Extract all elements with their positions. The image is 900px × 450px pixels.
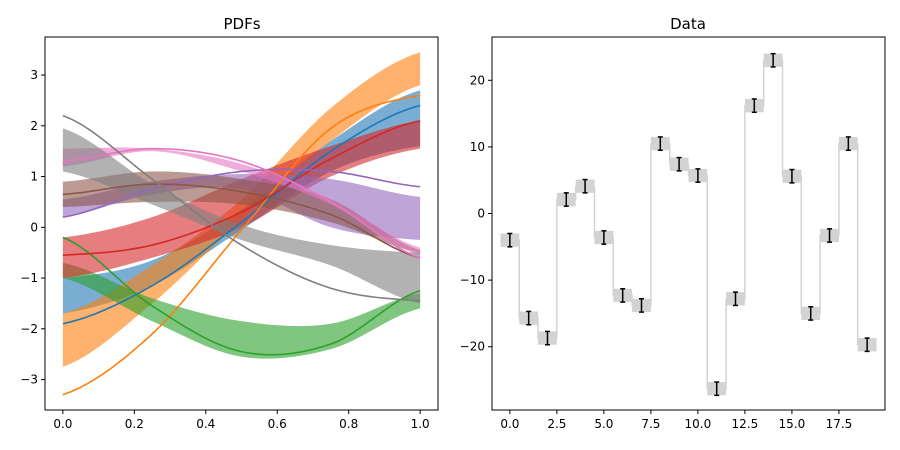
data-panel: Data 0.0 2.5 5.0 7.5 10.0 12.5 15.0 17.5 −20 −10… bbox=[460, 15, 886, 431]
data-y-axis: −20 −10 0 10 20 bbox=[460, 73, 492, 354]
pdfs-plot-area bbox=[62, 52, 421, 396]
data-title: Data bbox=[670, 15, 706, 33]
y-tick-label: 0 bbox=[477, 207, 485, 221]
x-tick-label: 10.0 bbox=[685, 417, 712, 431]
x-tick-label: 17.5 bbox=[826, 417, 853, 431]
y-tick-label: −1 bbox=[20, 271, 38, 285]
y-tick-label: −2 bbox=[20, 322, 38, 336]
y-tick-label: −3 bbox=[20, 373, 38, 387]
pdf-line-6 bbox=[62, 147, 421, 259]
x-tick-label: 5.0 bbox=[594, 417, 613, 431]
y-tick-label: −20 bbox=[460, 340, 485, 354]
data-x-axis: 0.0 2.5 5.0 7.5 10.0 12.5 15.0 17.5 bbox=[500, 410, 852, 431]
y-tick-label: 3 bbox=[30, 68, 38, 82]
x-tick-label: 0.0 bbox=[53, 417, 72, 431]
pdf-line-3 bbox=[62, 119, 421, 257]
y-tick-label: 0 bbox=[30, 220, 38, 234]
data-plot-area bbox=[500, 52, 877, 397]
pdf-band-2 bbox=[62, 262, 421, 359]
x-tick-label: 7.5 bbox=[641, 417, 660, 431]
y-tick-label: 1 bbox=[30, 170, 38, 184]
x-tick-label: 15.0 bbox=[779, 417, 806, 431]
pdf-line-2 bbox=[62, 236, 421, 356]
pdf-line-7 bbox=[62, 114, 421, 302]
pdfs-panel: PDFs 0.0 0.2 0.4 0.6 0.8 1.0 −3 −2 −1 0 1 2 3 bbox=[20, 15, 439, 431]
x-tick-label: 2.5 bbox=[547, 417, 566, 431]
pdf-band-7 bbox=[62, 128, 421, 304]
y-tick-label: 10 bbox=[470, 140, 485, 154]
x-tick-label: 0.2 bbox=[125, 417, 144, 431]
pdfs-title: PDFs bbox=[223, 15, 260, 33]
y-tick-label: −10 bbox=[460, 273, 485, 287]
pdfs-y-axis: −3 −2 −1 0 1 2 3 bbox=[20, 68, 45, 387]
x-tick-label: 0.0 bbox=[500, 417, 519, 431]
x-tick-label: 0.8 bbox=[339, 417, 358, 431]
x-tick-label: 0.4 bbox=[196, 417, 215, 431]
data-axes-frame bbox=[491, 36, 886, 411]
x-tick-label: 1.0 bbox=[411, 417, 430, 431]
x-tick-label: 12.5 bbox=[732, 417, 759, 431]
pdfs-x-axis: 0.0 0.2 0.4 0.6 0.8 1.0 bbox=[53, 410, 430, 431]
y-tick-label: 2 bbox=[30, 119, 38, 133]
y-tick-label: 20 bbox=[470, 73, 485, 87]
pdf-line-4 bbox=[62, 168, 421, 218]
x-tick-label: 0.6 bbox=[268, 417, 287, 431]
pdf-line-0 bbox=[62, 104, 421, 325]
pdf-line-5 bbox=[62, 183, 421, 259]
pdfs-axes-frame bbox=[44, 36, 439, 411]
pdf-line-1 bbox=[62, 94, 421, 396]
